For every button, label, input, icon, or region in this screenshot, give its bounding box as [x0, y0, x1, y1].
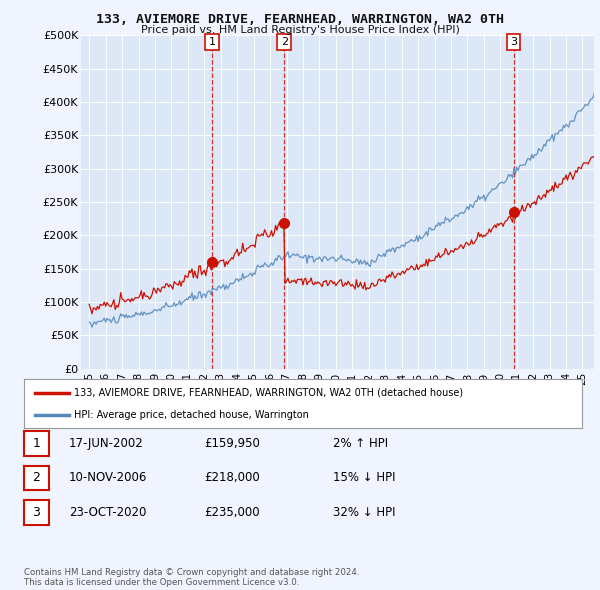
- Text: 23-OCT-2020: 23-OCT-2020: [69, 506, 146, 519]
- Text: £235,000: £235,000: [204, 506, 260, 519]
- Text: Contains HM Land Registry data © Crown copyright and database right 2024.
This d: Contains HM Land Registry data © Crown c…: [24, 568, 359, 587]
- Text: 133, AVIEMORE DRIVE, FEARNHEAD, WARRINGTON, WA2 0TH (detached house): 133, AVIEMORE DRIVE, FEARNHEAD, WARRINGT…: [74, 388, 463, 398]
- Text: £159,950: £159,950: [204, 437, 260, 450]
- Text: HPI: Average price, detached house, Warrington: HPI: Average price, detached house, Warr…: [74, 410, 309, 420]
- Text: 1: 1: [32, 437, 40, 450]
- Text: 15% ↓ HPI: 15% ↓ HPI: [333, 471, 395, 484]
- Text: Price paid vs. HM Land Registry's House Price Index (HPI): Price paid vs. HM Land Registry's House …: [140, 25, 460, 35]
- Text: 2: 2: [281, 37, 288, 47]
- Text: 1: 1: [208, 37, 215, 47]
- Text: 17-JUN-2002: 17-JUN-2002: [69, 437, 144, 450]
- Text: 133, AVIEMORE DRIVE, FEARNHEAD, WARRINGTON, WA2 0TH: 133, AVIEMORE DRIVE, FEARNHEAD, WARRINGT…: [96, 13, 504, 26]
- Text: 32% ↓ HPI: 32% ↓ HPI: [333, 506, 395, 519]
- Text: 10-NOV-2006: 10-NOV-2006: [69, 471, 148, 484]
- Text: 3: 3: [510, 37, 517, 47]
- Text: £218,000: £218,000: [204, 471, 260, 484]
- Text: 2: 2: [32, 471, 40, 484]
- Text: 2% ↑ HPI: 2% ↑ HPI: [333, 437, 388, 450]
- Text: 3: 3: [32, 506, 40, 519]
